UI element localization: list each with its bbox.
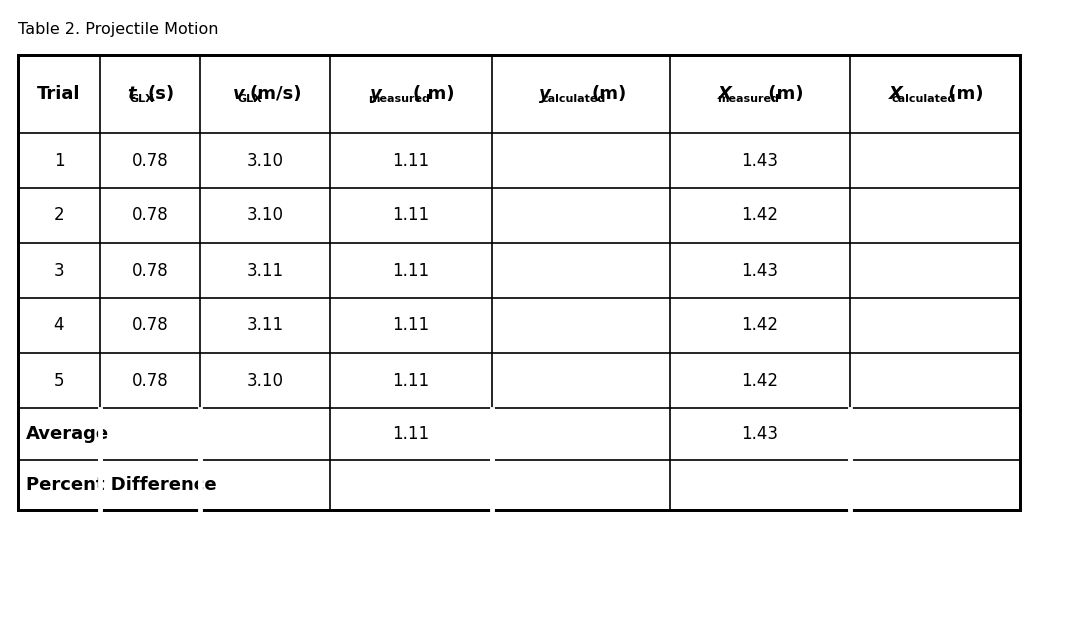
Text: measured: measured xyxy=(368,94,431,104)
Text: calculated: calculated xyxy=(891,94,956,104)
Bar xyxy=(18,55,1020,510)
Text: measured: measured xyxy=(717,94,780,104)
Text: (s): (s) xyxy=(147,85,175,103)
Text: Table 2. Projectile Motion: Table 2. Projectile Motion xyxy=(18,22,218,37)
Text: GLX: GLX xyxy=(237,94,262,104)
Text: (m): (m) xyxy=(592,85,626,103)
Text: y: y xyxy=(371,85,382,103)
Text: 4: 4 xyxy=(54,317,64,335)
Text: 1.11: 1.11 xyxy=(392,425,430,443)
Text: 0.78: 0.78 xyxy=(132,207,169,224)
Text: Average: Average xyxy=(26,425,110,443)
Text: 1.43: 1.43 xyxy=(741,261,779,279)
Text: 0.78: 0.78 xyxy=(132,372,169,389)
Text: ( m): ( m) xyxy=(413,85,455,103)
Text: 3: 3 xyxy=(54,261,64,279)
Text: 0.78: 0.78 xyxy=(132,317,169,335)
Text: 1.11: 1.11 xyxy=(392,151,430,170)
Text: 1.11: 1.11 xyxy=(392,261,430,279)
Text: t: t xyxy=(127,85,135,103)
Text: Percent Difference: Percent Difference xyxy=(26,476,217,494)
Text: 1.43: 1.43 xyxy=(741,151,779,170)
Text: 1: 1 xyxy=(54,151,64,170)
Text: 3.11: 3.11 xyxy=(246,261,284,279)
Text: 1.11: 1.11 xyxy=(392,207,430,224)
Text: GLX: GLX xyxy=(130,94,155,104)
Text: 1.11: 1.11 xyxy=(392,317,430,335)
Text: X: X xyxy=(888,85,902,103)
Text: 5: 5 xyxy=(54,372,64,389)
Text: calculated: calculated xyxy=(541,94,606,104)
Text: (m/s): (m/s) xyxy=(250,85,303,103)
Text: y: y xyxy=(539,85,551,103)
Text: 3.10: 3.10 xyxy=(247,207,284,224)
Text: X: X xyxy=(719,85,732,103)
Text: 1.42: 1.42 xyxy=(741,207,779,224)
Text: (m): (m) xyxy=(942,85,984,103)
Text: 0.78: 0.78 xyxy=(132,261,169,279)
Text: 3.11: 3.11 xyxy=(246,317,284,335)
Text: v: v xyxy=(232,85,244,103)
Text: 0.78: 0.78 xyxy=(132,151,169,170)
Text: 3.10: 3.10 xyxy=(247,151,284,170)
Text: 1.11: 1.11 xyxy=(392,372,430,389)
Text: (m): (m) xyxy=(763,85,803,103)
Text: 1.42: 1.42 xyxy=(741,317,779,335)
Text: 1.42: 1.42 xyxy=(741,372,779,389)
Text: 1.43: 1.43 xyxy=(741,425,779,443)
Text: Trial: Trial xyxy=(38,85,81,103)
Text: 3.10: 3.10 xyxy=(247,372,284,389)
Text: 2: 2 xyxy=(54,207,64,224)
